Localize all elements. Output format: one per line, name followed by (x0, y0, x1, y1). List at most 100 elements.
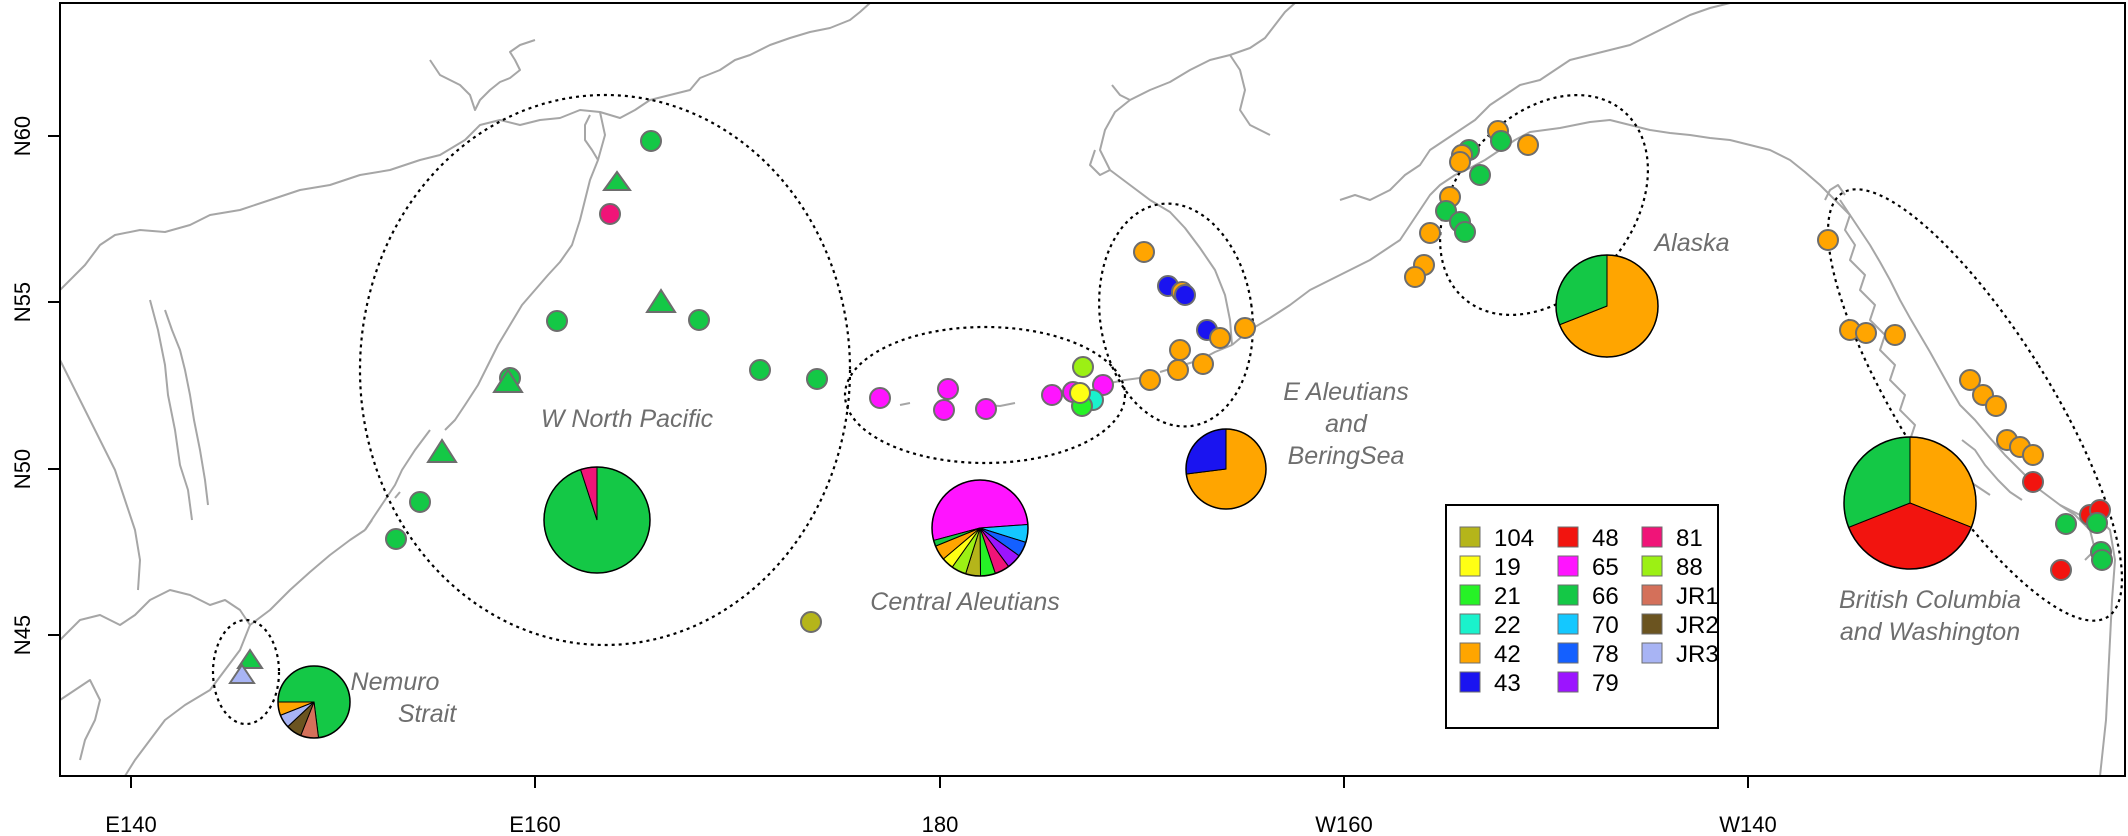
sample-point (1209, 327, 1231, 349)
sample-triangle (645, 288, 677, 313)
legend-swatch (1641, 642, 1663, 664)
legend-swatch (1459, 671, 1481, 693)
legend-swatch (1459, 555, 1481, 577)
sample-point (1192, 353, 1214, 375)
region-label-nemuro-strait: Nemuro (351, 668, 440, 696)
pie-outline (1555, 254, 1659, 358)
legend-swatch (1459, 642, 1481, 664)
sample-point (1959, 369, 1981, 391)
region-label-bc-washington: and Washington (1840, 618, 2020, 646)
sample-point (1517, 134, 1539, 156)
sample-triangle (228, 663, 256, 684)
legend-label: 48 (1592, 525, 1619, 552)
x-tick-label: W140 (1719, 812, 1776, 836)
region-label-e-aleutians: BeringSea (1288, 442, 1405, 470)
y-tick-label: N45 (10, 615, 35, 655)
sample-triangle (602, 170, 632, 191)
x-axis (130, 776, 1749, 788)
sample-triangle (492, 368, 524, 393)
legend-swatch (1557, 555, 1579, 577)
sample-point (1469, 164, 1491, 186)
legend-label: 42 (1494, 641, 1521, 668)
pie-outline (543, 466, 651, 574)
sample-point (2086, 512, 2108, 534)
plot-frame (59, 2, 2126, 777)
sample-point (749, 359, 771, 381)
sample-point (1169, 339, 1191, 361)
sample-point (1454, 221, 1476, 243)
region-outline (1826, 188, 2124, 622)
pie-chart (1185, 428, 1267, 510)
sample-point (1133, 241, 1155, 263)
sample-point (599, 203, 621, 225)
sample-point (1884, 324, 1906, 346)
region-label-central-aleutians: Central Aleutians (870, 588, 1059, 616)
pie-outline (1843, 436, 1977, 570)
region-label-nemuro-strait: Strait (398, 700, 457, 728)
sample-points (228, 120, 2113, 684)
region-label-w-north-pacific: W North Pacific (541, 405, 714, 433)
legend-swatch (1557, 613, 1579, 635)
sample-point (688, 309, 710, 331)
region-outline (1098, 202, 1254, 428)
region-label-e-aleutians: E Aleutians (1283, 378, 1409, 406)
sample-point (1490, 130, 1512, 152)
legend-swatch (1641, 555, 1663, 577)
legend-label: 78 (1592, 641, 1619, 668)
sample-point (1817, 229, 1839, 251)
legend-swatch (1557, 642, 1579, 664)
sample-point (546, 310, 568, 332)
sample-point (1985, 395, 2007, 417)
sample-point (1855, 322, 1877, 344)
pie-outline (277, 665, 351, 739)
legend-box (1445, 504, 1719, 729)
sample-point (937, 378, 959, 400)
sample-triangle (236, 648, 264, 669)
sample-point (1092, 374, 1114, 396)
pie-outline (1185, 428, 1267, 510)
legend-label: 81 (1676, 525, 1703, 552)
sample-point (1174, 284, 1196, 306)
sample-point (1072, 356, 1094, 378)
legend-label: 65 (1592, 554, 1619, 581)
sample-point (409, 491, 431, 513)
sample-point (2055, 513, 2077, 535)
sample-triangle (426, 438, 458, 463)
legend-swatch (1641, 526, 1663, 548)
x-tick-label: E140 (105, 812, 156, 836)
sample-point (385, 528, 407, 550)
region-outline (358, 93, 852, 647)
legend-label: JR3 (1676, 641, 1719, 668)
y-axis (48, 135, 60, 636)
region-label-bc-washington: British Columbia (1839, 586, 2021, 614)
region-outline (211, 618, 281, 726)
y-tick-label: N50 (10, 449, 35, 489)
legend-label: 19 (1494, 554, 1521, 581)
sample-point (1167, 359, 1189, 381)
sample-point (2050, 559, 2072, 581)
legend-label: 22 (1494, 612, 1521, 639)
sample-point (800, 611, 822, 633)
legend-label: 70 (1592, 612, 1619, 639)
x-tick-label: E160 (509, 812, 560, 836)
sample-point (2022, 471, 2044, 493)
pie-chart (1843, 436, 1977, 570)
legend-swatch (1459, 584, 1481, 606)
legend-label: 43 (1494, 670, 1521, 697)
legend-label: JR2 (1676, 612, 1719, 639)
legend-label: 88 (1676, 554, 1703, 581)
legend-swatch (1557, 584, 1579, 606)
pie-chart (1555, 254, 1659, 358)
legend-swatch (1557, 671, 1579, 693)
sample-point (2091, 549, 2113, 571)
coastlines (60, 3, 2116, 776)
sample-point (2022, 444, 2044, 466)
legend-swatch (1459, 526, 1481, 548)
x-tick-label: W160 (1315, 812, 1372, 836)
sample-point (1041, 384, 1063, 406)
sample-point (933, 399, 955, 421)
sample-point (640, 130, 662, 152)
sample-point (1139, 369, 1161, 391)
legend-label: 66 (1592, 583, 1619, 610)
legend-label: 79 (1592, 670, 1619, 697)
